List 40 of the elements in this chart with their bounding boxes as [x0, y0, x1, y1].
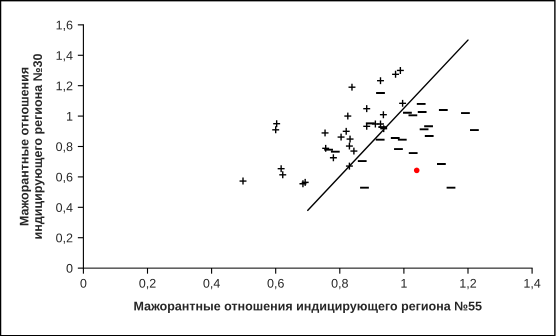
- point: [322, 144, 330, 152]
- point: [350, 146, 358, 156]
- point: [301, 178, 310, 187]
- point: [348, 83, 356, 92]
- y-tick-label: 1,4: [56, 51, 73, 62]
- point: [238, 176, 248, 186]
- x-tick-label: 1,4: [524, 279, 540, 290]
- x-tick-label: 0,4: [203, 278, 220, 290]
- x-tick-label: 0: [80, 278, 86, 288]
- point: [346, 134, 354, 144]
- point: [329, 154, 338, 162]
- point: [345, 142, 354, 150]
- x-tick-label: 1,2: [460, 278, 476, 290]
- y-tick-label: 1,6: [56, 20, 72, 31]
- point: [320, 128, 330, 138]
- point: [398, 99, 407, 108]
- y-tick-label: 0,2: [56, 234, 72, 244]
- y-tick-label: 1,2: [56, 81, 72, 92]
- point: [344, 112, 352, 120]
- point: [362, 104, 371, 113]
- y-tick-label: 0,6: [56, 172, 72, 184]
- point: [376, 76, 385, 85]
- x-tick-label: 1: [401, 279, 407, 288]
- y-tick-label: 0: [66, 264, 72, 273]
- x-tick-label: 0,2: [139, 278, 156, 290]
- y-tick-label: 1: [66, 112, 72, 121]
- point: [379, 110, 388, 119]
- point: [278, 170, 287, 179]
- x-tick-label: 0,6: [267, 278, 284, 290]
- x-tick-label: 0,8: [332, 278, 348, 290]
- point: [345, 162, 354, 170]
- y-axis-title: Мажорантные отношения индицирующего региона №30: [20, 54, 44, 239]
- y-tick-label: 0,4: [56, 203, 73, 214]
- point: [272, 120, 281, 128]
- point: [272, 126, 280, 134]
- x-axis-title: Мажорантные отношения индицирующего региона №55: [134, 302, 482, 313]
- point: [298, 180, 308, 188]
- y-tick-label: 0,8: [56, 142, 72, 153]
- point: [276, 164, 286, 173]
- point: [414, 168, 420, 174]
